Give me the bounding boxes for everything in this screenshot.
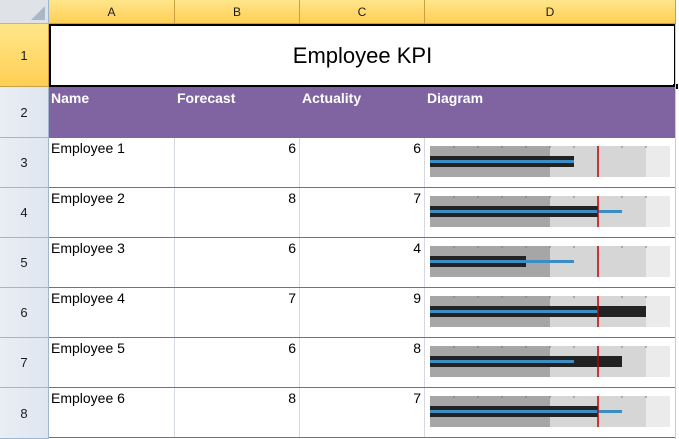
row-header-6[interactable]: 6 <box>0 288 49 338</box>
actuality-cell[interactable]: 9 <box>300 288 425 338</box>
row-divider <box>49 187 676 188</box>
forecast-cell[interactable]: 7 <box>175 288 300 338</box>
actuality-cell[interactable]: 8 <box>300 338 425 388</box>
bullet-chart[interactable] <box>425 138 675 188</box>
row-header-8[interactable]: 8 <box>0 388 49 439</box>
forecast-bar <box>430 310 598 313</box>
bullet-chart[interactable] <box>425 338 675 388</box>
column-header-c[interactable]: C <box>300 0 425 24</box>
select-all-triangle-icon <box>31 6 45 20</box>
forecast-bar <box>430 160 574 163</box>
forecast-bar <box>430 410 622 413</box>
actuality-cell[interactable]: 7 <box>300 388 425 438</box>
page-title: Employee KPI <box>292 42 433 68</box>
forecast-bar <box>430 360 574 363</box>
employee-name-cell[interactable]: Employee 6 <box>49 388 175 438</box>
row-divider <box>49 437 676 438</box>
row-header-2[interactable]: 2 <box>0 87 49 138</box>
grid-right-edge <box>675 24 676 439</box>
row-divider <box>49 387 676 388</box>
column-header-b[interactable]: B <box>175 0 300 24</box>
row-header-5[interactable]: 5 <box>0 238 49 288</box>
forecast-cell[interactable]: 6 <box>175 238 300 288</box>
column-header-d[interactable]: D <box>425 0 676 24</box>
row-header-1[interactable]: 1 <box>0 24 49 87</box>
row-header-7[interactable]: 7 <box>0 338 49 388</box>
forecast-cell[interactable]: 6 <box>175 138 300 188</box>
header-actuality[interactable]: Actuality <box>302 90 362 106</box>
forecast-bar <box>430 260 574 263</box>
row-divider <box>49 337 676 338</box>
employee-name-cell[interactable]: Employee 4 <box>49 288 175 338</box>
forecast-cell[interactable]: 6 <box>175 338 300 388</box>
header-diagram[interactable]: Diagram <box>427 90 484 106</box>
row-divider <box>49 287 676 288</box>
actuality-cell[interactable]: 6 <box>300 138 425 188</box>
bullet-chart[interactable] <box>425 188 675 238</box>
bullet-chart[interactable] <box>425 288 675 338</box>
title-cell[interactable]: Employee KPI <box>49 24 678 89</box>
header-name[interactable]: Name <box>51 90 90 106</box>
forecast-bar <box>430 210 622 213</box>
employee-name-cell[interactable]: Employee 1 <box>49 138 175 188</box>
table-header-row: Name Forecast Actuality Diagram <box>49 87 676 138</box>
employee-name-cell[interactable]: Employee 3 <box>49 238 175 288</box>
employee-name-cell[interactable]: Employee 2 <box>49 188 175 238</box>
row-header-3[interactable]: 3 <box>0 138 49 188</box>
select-all-corner[interactable] <box>0 0 49 24</box>
bullet-chart[interactable] <box>425 388 675 438</box>
row-header-4[interactable]: 4 <box>0 188 49 238</box>
header-forecast[interactable]: Forecast <box>177 90 236 106</box>
bullet-chart[interactable] <box>425 238 675 288</box>
forecast-cell[interactable]: 8 <box>175 188 300 238</box>
employee-name-cell[interactable]: Employee 5 <box>49 338 175 388</box>
forecast-cell[interactable]: 8 <box>175 388 300 438</box>
actuality-cell[interactable]: 7 <box>300 188 425 238</box>
row-divider <box>49 237 676 238</box>
column-header-a[interactable]: A <box>49 0 175 24</box>
actuality-cell[interactable]: 4 <box>300 238 425 288</box>
